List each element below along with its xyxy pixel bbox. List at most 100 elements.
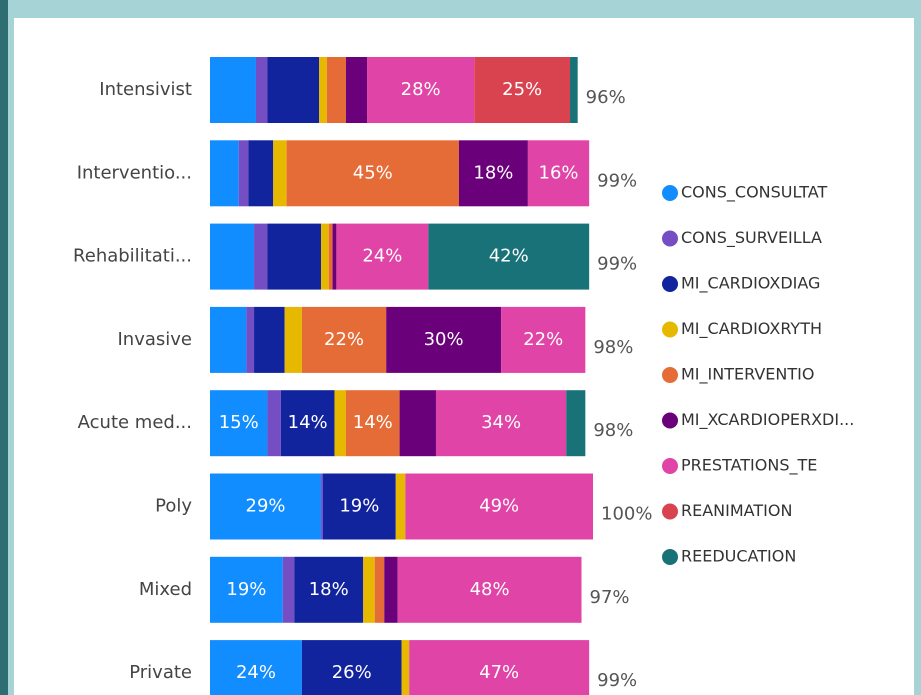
data-label: 18% — [309, 579, 349, 600]
bar-segment — [328, 223, 333, 290]
bar-segment — [284, 306, 302, 373]
bar-segment — [384, 556, 398, 623]
bar-segment — [332, 223, 337, 290]
bar-segment — [248, 140, 274, 207]
data-label: 25% — [502, 79, 542, 100]
data-label: 45% — [353, 162, 393, 183]
total-label: 98% — [593, 337, 633, 358]
bar-segment — [254, 306, 285, 373]
category-label: Invasive — [117, 329, 192, 350]
bar-segment — [210, 223, 255, 290]
data-label: 19% — [226, 579, 266, 600]
bar-segment — [401, 640, 410, 695]
legend-label: REANIMATION — [681, 501, 792, 520]
legend-marker — [662, 549, 678, 565]
data-label: 48% — [470, 579, 510, 600]
legend-marker — [662, 412, 678, 429]
legend-marker — [662, 458, 678, 474]
bar-segment — [566, 390, 586, 457]
legend-marker — [662, 367, 678, 383]
bar-segment — [409, 640, 590, 695]
inner-border — [8, 15, 14, 695]
legend-marker — [662, 230, 678, 247]
category-label: Interventio... — [77, 162, 192, 183]
bar-segment — [527, 140, 590, 207]
legend-label: MI_INTERVENTIO — [681, 365, 814, 385]
category-label: Acute med... — [78, 412, 192, 433]
data-label: 14% — [288, 412, 328, 433]
left-border — [0, 0, 8, 695]
right-border — [914, 15, 921, 695]
bar-segment — [326, 57, 346, 123]
data-label: 42% — [489, 246, 529, 267]
bar-segment — [255, 57, 268, 123]
bar-segment — [319, 57, 327, 123]
total-label: 96% — [586, 87, 626, 108]
data-label: 24% — [362, 246, 402, 267]
bar-segment — [570, 57, 578, 123]
bar-segment — [210, 640, 302, 695]
bar-segment — [345, 57, 368, 123]
bar-segment — [345, 390, 400, 457]
data-label: 14% — [353, 412, 393, 433]
bar-segment — [301, 306, 387, 373]
bar-segment — [321, 223, 329, 290]
category-label: Private — [129, 662, 192, 683]
data-label: 16% — [539, 162, 579, 183]
data-label: 15% — [219, 412, 259, 433]
bar-segment — [397, 556, 582, 623]
bar-segment — [363, 556, 375, 623]
data-label: 28% — [401, 79, 441, 100]
bar-segment — [267, 390, 281, 457]
bar-segment — [273, 140, 287, 207]
data-label: 26% — [332, 662, 372, 683]
legend-label: CONS_CONSULTAT — [681, 183, 827, 203]
bar-segment — [374, 556, 385, 623]
bar-segment — [210, 306, 247, 373]
bar-segment — [280, 390, 335, 457]
bar-segment — [282, 556, 295, 623]
bar-segment — [210, 57, 256, 123]
bar-segment — [238, 140, 249, 207]
total-label: 97% — [590, 587, 630, 608]
total-label: 99% — [597, 254, 637, 275]
bar-segment — [267, 57, 320, 123]
data-label: 30% — [424, 329, 464, 350]
bar-segment — [246, 306, 255, 373]
bar-segment — [210, 473, 322, 540]
data-label: 18% — [473, 162, 513, 183]
legend-marker — [662, 276, 678, 292]
bar-segment — [428, 223, 590, 290]
data-label: 24% — [236, 662, 276, 683]
category-label: Rehabilitati... — [73, 246, 192, 267]
data-label: 22% — [523, 329, 563, 350]
category-label: Poly — [155, 496, 192, 517]
bar-segment — [301, 640, 402, 695]
data-label: 29% — [246, 496, 286, 517]
bar-segment — [435, 390, 567, 457]
bar-segment — [474, 57, 571, 123]
bar-segment — [336, 223, 429, 290]
data-label: 49% — [479, 496, 519, 517]
bar-segment — [210, 390, 268, 457]
bar-segment — [501, 306, 586, 373]
bar-segment — [254, 223, 268, 290]
bar-segment — [321, 473, 323, 540]
bar-segment — [399, 390, 436, 457]
legend-label: MI_CARDIOXRYTH — [681, 319, 822, 339]
data-label: 47% — [479, 662, 519, 683]
top-border — [8, 15, 921, 18]
bar-segment — [395, 473, 406, 540]
bar-segment — [386, 306, 502, 373]
category-label: Intensivist — [99, 79, 192, 100]
total-label: 99% — [597, 670, 637, 691]
total-label: 100% — [601, 504, 652, 525]
title-band — [0, 0, 921, 15]
legend-label: CONS_SURVEILLA — [681, 228, 822, 248]
legend-marker — [662, 185, 678, 201]
legend-label: PRESTATIONS_TE — [681, 456, 817, 476]
bar-segment — [367, 57, 475, 123]
data-label: 34% — [481, 412, 521, 433]
bar-segment — [334, 390, 346, 457]
